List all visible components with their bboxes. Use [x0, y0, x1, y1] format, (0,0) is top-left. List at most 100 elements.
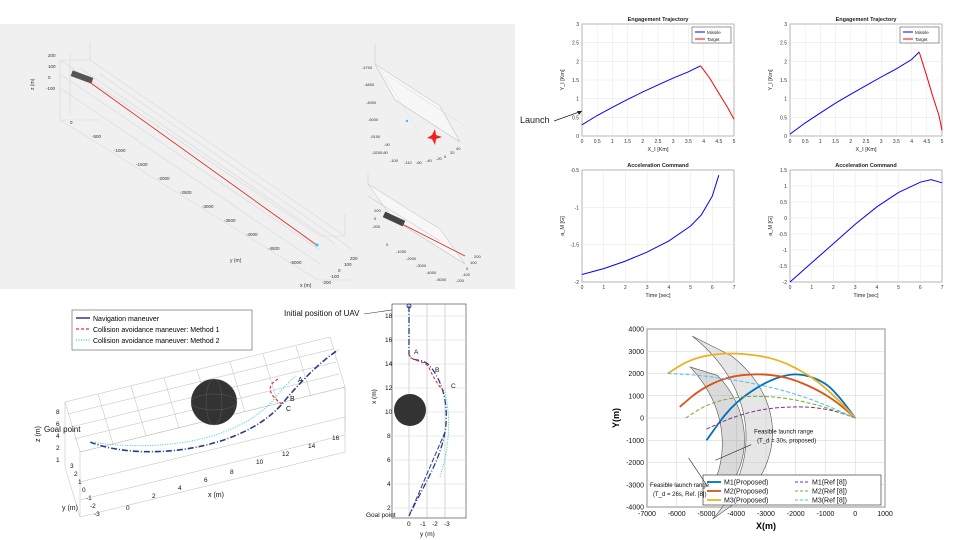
legend-method2: Collision avoidance maneuver: Method 2: [93, 338, 220, 345]
x-axis-label: X(m): [756, 521, 776, 531]
ship-icon: [70, 70, 94, 84]
y-tick-label: 0.5: [780, 115, 787, 121]
legend-label: M2(Ref [8]): [812, 489, 847, 496]
svg-text:1: 1: [56, 457, 60, 464]
aircraft-icon: [427, 129, 442, 145]
svg-text:20: 20: [450, 150, 455, 155]
svg-text:-1: -1: [420, 521, 426, 528]
x-tick-label: -3000: [757, 511, 775, 518]
y-tick-label: -1.5: [570, 243, 579, 249]
series-m2-proposed-: [679, 373, 856, 419]
launch-annotation: Launch: [520, 115, 550, 125]
series-m1-ref-8-: [706, 406, 856, 430]
x-tick-label: 5: [689, 285, 692, 291]
y-tick-label: 1.5: [780, 168, 787, 174]
svg-text:8: 8: [56, 409, 60, 416]
x-tick-label: 3: [880, 139, 883, 145]
x-tick-label: 2: [832, 285, 835, 291]
x-axis-label-3d: x (m): [208, 492, 224, 499]
svg-text:14: 14: [385, 361, 393, 368]
svg-text:12: 12: [282, 451, 290, 458]
y-tick-label: -1: [783, 248, 788, 254]
svg-text:-500: -500: [92, 134, 102, 139]
x-tick-label: 1: [611, 139, 614, 145]
y-tick-label: -2: [575, 280, 580, 286]
plot-title: Engagement Trajectory: [628, 17, 690, 23]
x-tick-label: 7: [941, 285, 944, 291]
annotation-ref-line2: (T_d = 26s, Ref. [8]): [653, 492, 707, 498]
legend-label: Target: [915, 37, 928, 42]
svg-text:0: 0: [126, 505, 130, 512]
annotation-proposed-line1: Feasible launch range: [754, 430, 814, 436]
svg-text:0: 0: [82, 487, 86, 494]
svg-text:0: 0: [70, 120, 73, 125]
annotation-proposed-line2: (T_d = 30s, proposed): [757, 438, 816, 444]
x-tick-label: -5000: [698, 511, 716, 518]
legend-label: M1(Ref [8]): [812, 480, 847, 487]
launch-range-series: [667, 352, 857, 441]
x-tick-label: 0: [581, 285, 584, 291]
y-tick-label: 2.5: [780, 41, 787, 47]
y-tick-label: -0.5: [570, 168, 579, 174]
x-tick-label: 0: [789, 139, 792, 145]
svg-text:1: 1: [78, 479, 82, 486]
svg-text:3: 3: [70, 463, 74, 470]
svg-text:-2500: -2500: [180, 190, 192, 195]
y-tick-label: 3: [784, 22, 787, 28]
svg-text:200: 200: [474, 254, 481, 259]
x-tick-label: 0: [789, 285, 792, 291]
y-tick-label: 1: [576, 97, 579, 103]
subplot-acceleration-command-1: 0 1 2 3 4 5 6 7 -0.5 -1 -1.5 -2 Acceleration Command…: [560, 163, 736, 299]
point-b-label: B: [290, 396, 295, 403]
feasible-region-proposed: [692, 335, 773, 520]
x-tick-label: 1: [810, 285, 813, 291]
x-tick-label: 2: [849, 139, 852, 145]
svg-text:16: 16: [332, 435, 340, 442]
x-tick-label: 6: [711, 285, 714, 291]
x-tick-label: 5: [897, 285, 900, 291]
svg-text:0: 0: [386, 242, 389, 247]
svg-text:0: 0: [407, 521, 411, 528]
y-tick-label: -1000: [626, 438, 644, 445]
missile-trajectory: [87, 80, 319, 247]
y-tick-label: 2: [576, 59, 579, 65]
svg-text:-200: -200: [322, 280, 332, 285]
uav-legend: Navigation maneuver Collision avoidance …: [71, 309, 253, 351]
svg-text:0: 0: [466, 266, 469, 271]
x-tick-label: -1000: [817, 511, 835, 518]
svg-text:-200: -200: [372, 224, 381, 229]
series-line-acceleration: [581, 175, 720, 275]
y-tick-label: 0: [640, 416, 644, 423]
svg-text:-1000: -1000: [114, 148, 126, 153]
y-tick-label: 2000: [628, 371, 644, 378]
x-tick-label: 2: [641, 139, 644, 145]
y-ticks: 0 -500 -1000 -1500 -2000 -2500 -3000 -35…: [70, 120, 302, 265]
y-tick-label: -2000: [626, 460, 644, 467]
x-tick-label: 4.5: [923, 139, 930, 145]
svg-text:-3: -3: [94, 511, 100, 518]
svg-text:-4000: -4000: [246, 232, 258, 237]
x-tick-label: 4: [702, 139, 705, 145]
panel-uav-navigation: Navigation maneuver Collision avoidance …: [35, 303, 467, 538]
svg-text:6: 6: [387, 457, 391, 464]
svg-text:-2000: -2000: [158, 176, 170, 181]
x-tick-label: 1.5: [624, 139, 631, 145]
y-tick-label: -4000: [626, 505, 644, 512]
svg-text:2: 2: [74, 471, 78, 478]
ship-icon-inset: [382, 211, 406, 227]
svg-text:-3: -3: [444, 521, 450, 528]
x-tick-label: 3: [854, 285, 857, 291]
plot-frame: [581, 169, 735, 283]
svg-text:-60: -60: [416, 160, 423, 165]
svg-text:-5100: -5100: [370, 134, 381, 139]
y-tick-label: 1.5: [780, 78, 787, 84]
svg-text:0: 0: [374, 216, 377, 221]
svg-text:200: 200: [374, 208, 381, 213]
svg-text:8: 8: [387, 433, 391, 440]
x-tick-label: 2.5: [863, 139, 870, 145]
annotation-ref-line1: Feasible launch range: [650, 483, 710, 489]
launch-range-legend: M1(Proposed) M2(Proposed) M3(Proposed) M1(R…: [702, 474, 882, 506]
svg-text:14: 14: [308, 443, 316, 450]
plot-title: Acceleration Command: [627, 163, 688, 169]
x-ticks: -200 -100 0 100 200: [322, 256, 358, 285]
